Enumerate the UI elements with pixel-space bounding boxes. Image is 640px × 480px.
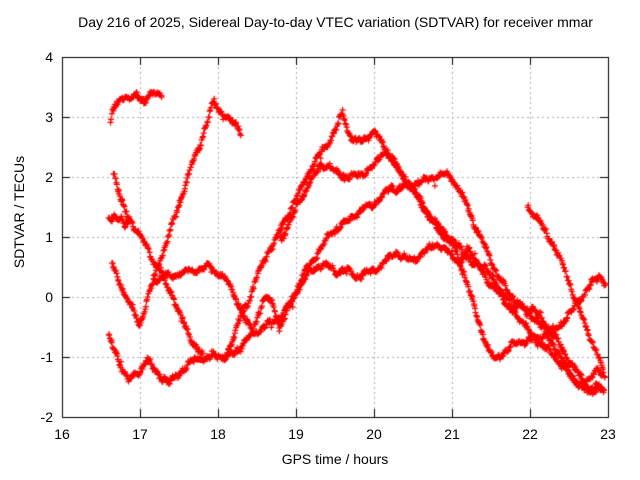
x-tick-label: 22 [522,426,538,442]
x-tick-label: 16 [54,426,70,442]
x-tick-label: 21 [444,426,460,442]
y-tick-label: 1 [45,229,53,245]
x-tick-label: 20 [366,426,382,442]
y-tick-label: -2 [40,409,53,425]
x-tick-label: 17 [132,426,148,442]
y-axis-label: SDTVAR / TECUs [11,155,27,269]
x-tick-label: 19 [288,426,304,442]
y-tick-label: 3 [45,109,53,125]
chart-title: Day 216 of 2025, Sidereal Day-to-day VTE… [78,14,593,30]
y-tick-label: -1 [40,349,53,365]
y-tick-label: 0 [45,289,53,305]
y-tick-label: 2 [45,169,53,185]
x-tick-label: 23 [600,426,616,442]
y-tick-label: 4 [45,49,53,65]
x-tick-label: 18 [210,426,226,442]
x-axis-label: GPS time / hours [281,451,389,467]
